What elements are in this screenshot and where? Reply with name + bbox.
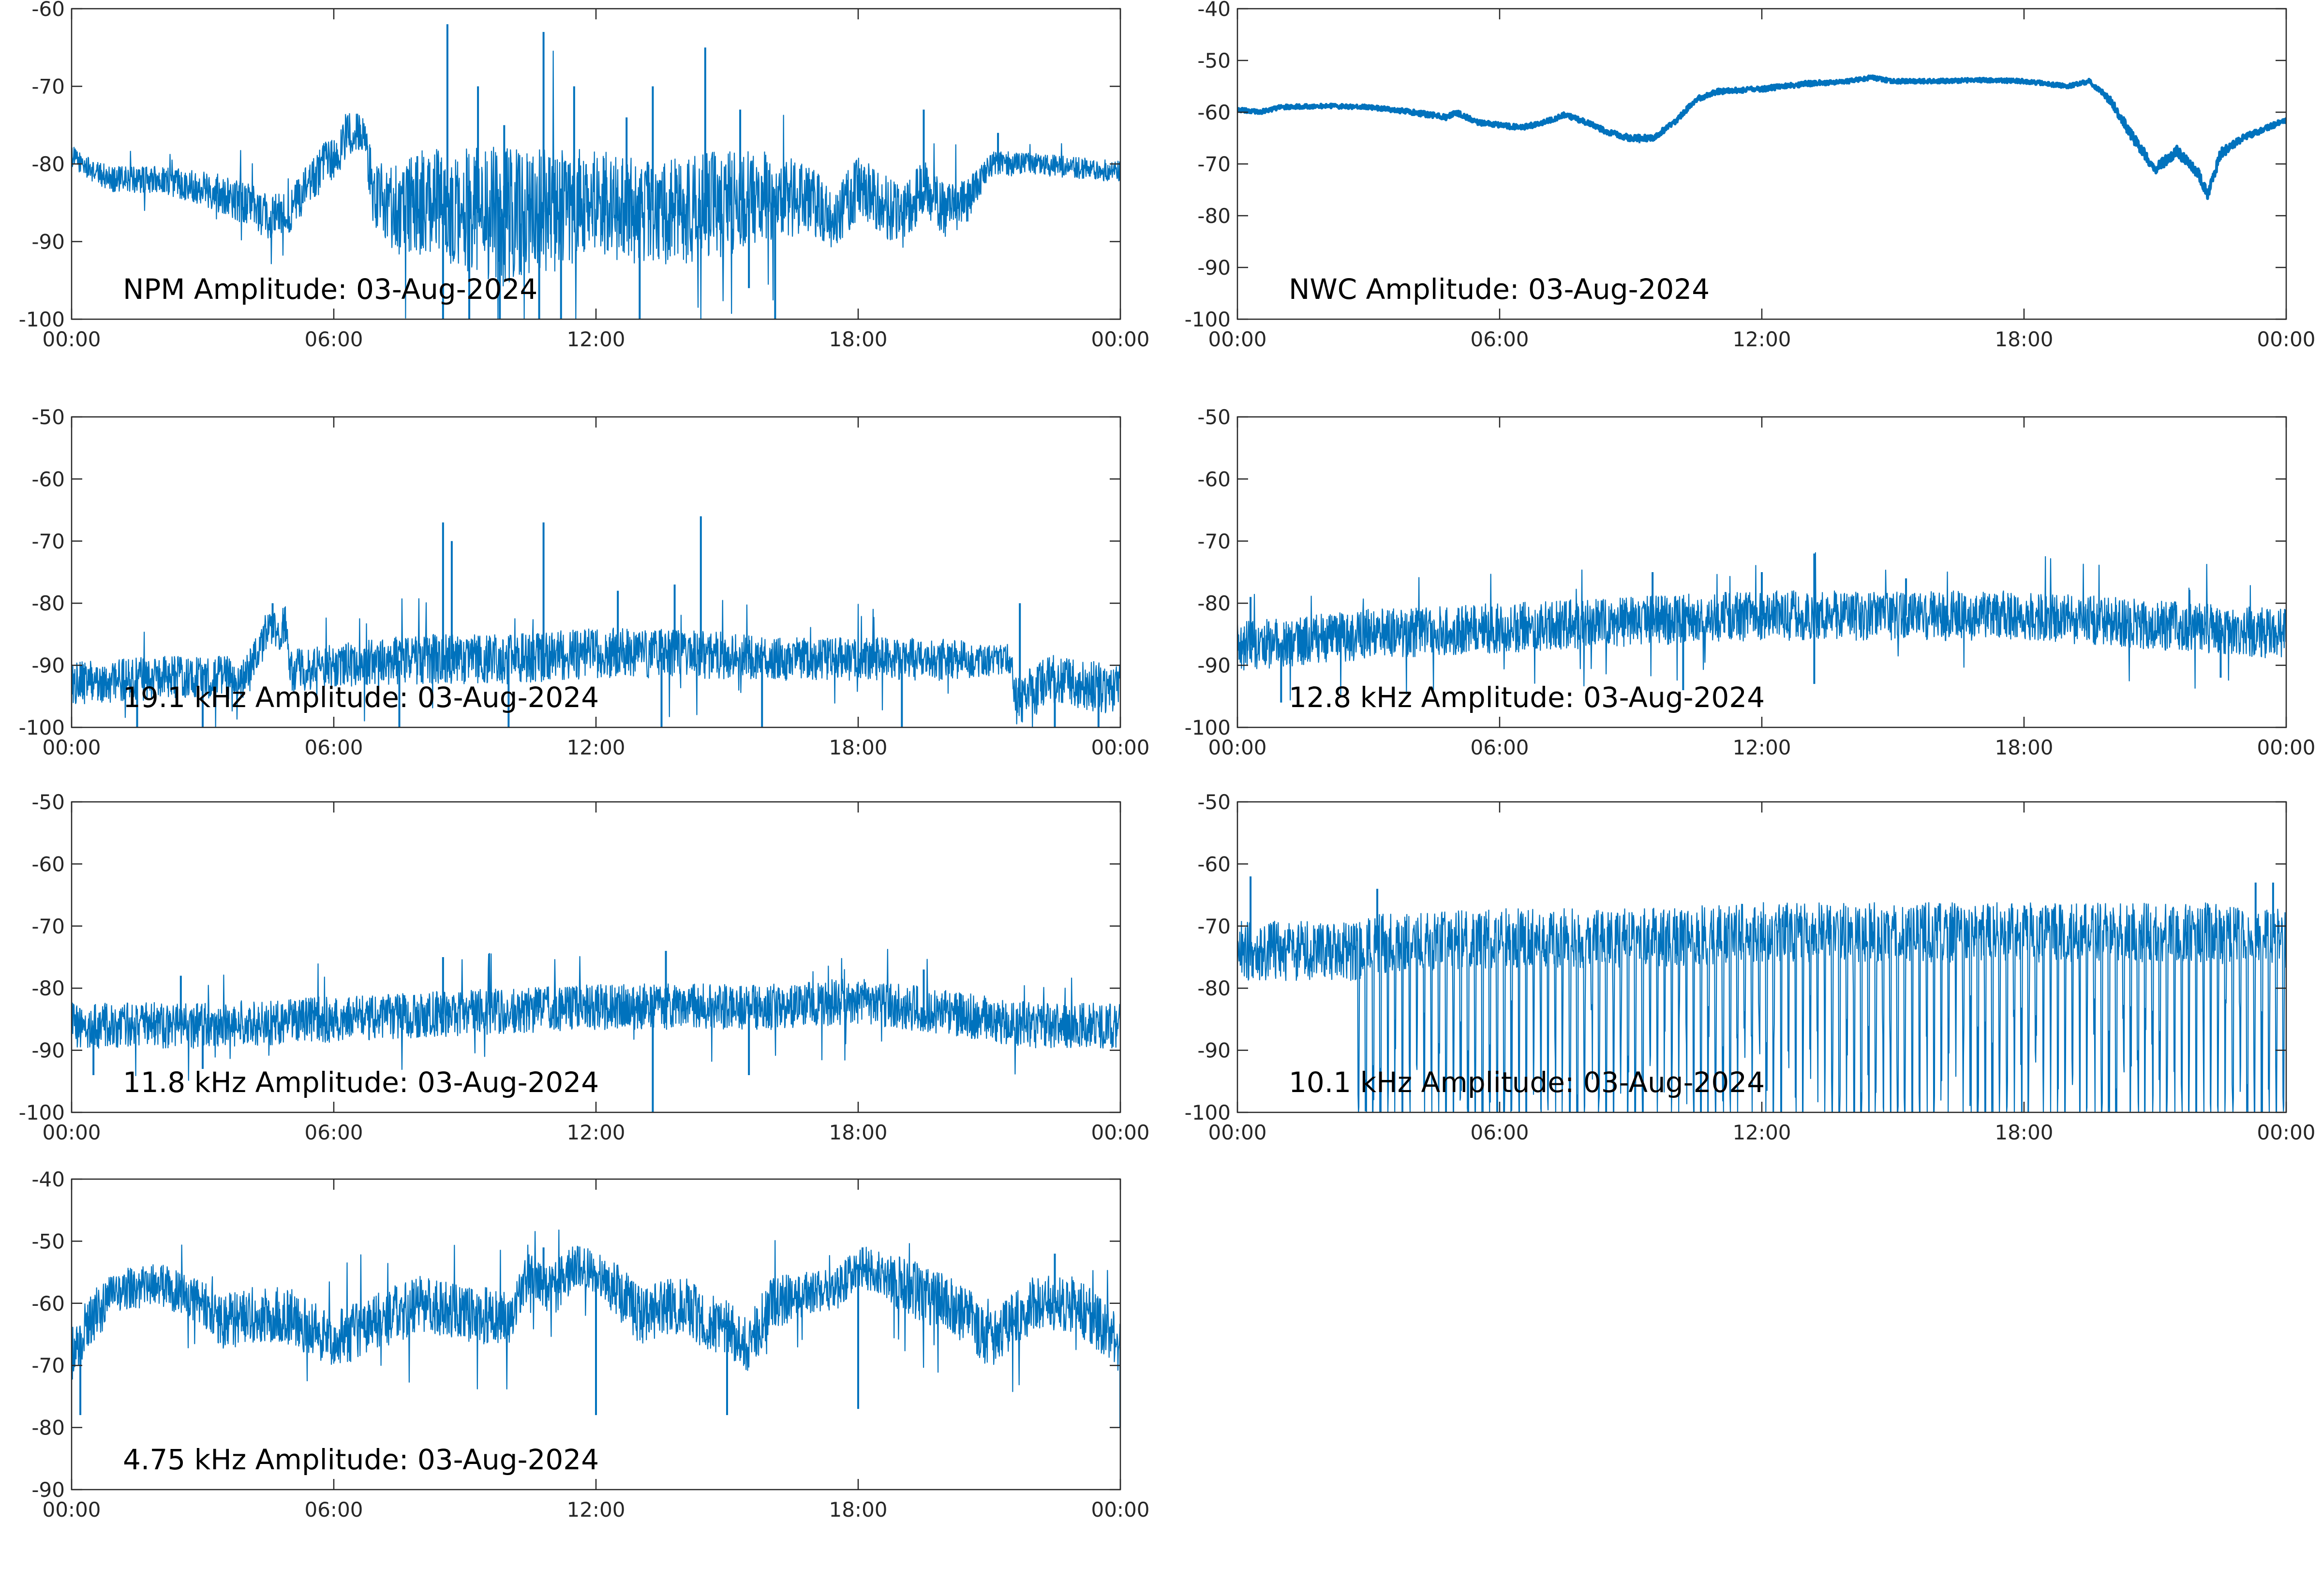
x-tick-label: 18:00 bbox=[829, 1121, 887, 1144]
y-tick-label: -90 bbox=[1197, 654, 1231, 678]
y-tick-label: -100 bbox=[19, 1101, 65, 1124]
chart-title: NPM Amplitude: 03-Aug-2024 bbox=[123, 273, 537, 306]
y-tick-label: -50 bbox=[1197, 790, 1231, 814]
x-tick-label: 06:00 bbox=[304, 1498, 363, 1522]
y-tick-label: -60 bbox=[31, 1292, 65, 1315]
y-tick-label: -50 bbox=[1197, 49, 1231, 73]
x-tick-label: 00:00 bbox=[2257, 1121, 2315, 1144]
chart-panel-3: 00:00 06:00 12:00 18:00 00:00 -50 -60 -70 -80 -90… bbox=[19, 405, 1150, 759]
x-tick-label: 00:00 bbox=[1208, 1121, 1266, 1144]
x-tick-label: 18:00 bbox=[829, 736, 887, 759]
y-tick-label: -50 bbox=[31, 405, 65, 429]
x-tick-label: 12:00 bbox=[1732, 736, 1791, 759]
data-line bbox=[1237, 74, 2286, 200]
y-tick-label: -60 bbox=[31, 0, 65, 21]
chart-title: 10.1 kHz Amplitude: 03-Aug-2024 bbox=[1289, 1066, 1765, 1099]
data-line bbox=[72, 598, 1120, 727]
x-tick-label: 00:00 bbox=[42, 736, 101, 759]
chart-panel-6: 00:00 06:00 12:00 18:00 00:00 -50 -60 -70 -80 -90… bbox=[1185, 790, 2316, 1144]
chart-title: 11.8 kHz Amplitude: 03-Aug-2024 bbox=[123, 1066, 599, 1099]
y-tick-label: -80 bbox=[1197, 204, 1231, 228]
x-tick-label: 12:00 bbox=[566, 327, 625, 351]
y-tick-label: -100 bbox=[19, 308, 65, 331]
data-line bbox=[72, 50, 1120, 319]
y-tick-label: -90 bbox=[1197, 1039, 1231, 1063]
x-tick-label: 06:00 bbox=[304, 1121, 363, 1144]
y-tick-label: -40 bbox=[31, 1167, 65, 1191]
y-tick-label: -90 bbox=[31, 654, 65, 678]
x-tick-label: 00:00 bbox=[1091, 1498, 1149, 1522]
x-tick-label: 06:00 bbox=[1470, 736, 1529, 759]
y-tick-label: -70 bbox=[31, 915, 65, 938]
y-tick-label: -90 bbox=[31, 1039, 65, 1063]
y-tick-label: -40 bbox=[1197, 0, 1231, 21]
x-tick-label: 00:00 bbox=[2257, 327, 2315, 351]
y-tick-label: -80 bbox=[31, 976, 65, 1000]
y-tick-label: -80 bbox=[31, 591, 65, 615]
y-tick-label: -60 bbox=[1197, 467, 1231, 491]
x-tick-label: 12:00 bbox=[1732, 327, 1791, 351]
y-tick-label: -50 bbox=[31, 790, 65, 814]
x-tick-label: 06:00 bbox=[1470, 1121, 1529, 1144]
chart-panel-1: 00:00 06:00 12:00 18:00 00:00 -60 -70 -80 -90 -10… bbox=[19, 0, 1150, 351]
x-tick-label: 12:00 bbox=[566, 1498, 625, 1522]
chart-panel-2: 00:00 06:00 12:00 18:00 00:00 -40 -50 -60 -70 -80… bbox=[1185, 0, 2316, 351]
data-line bbox=[72, 948, 1120, 1081]
y-tick-label: -60 bbox=[31, 467, 65, 491]
x-tick-label: 00:00 bbox=[42, 327, 101, 351]
y-tick-label: -100 bbox=[1185, 716, 1231, 739]
y-tick-label: -90 bbox=[31, 230, 65, 254]
chart-panel-5: 00:00 06:00 12:00 18:00 00:00 -50 -60 -70 -80 -90… bbox=[19, 790, 1150, 1144]
y-tick-label: -100 bbox=[19, 716, 65, 739]
chart-panel-7: 00:00 06:00 12:00 18:00 00:00 -40 -50 -60 -70 -80… bbox=[31, 1167, 1149, 1522]
y-tick-label: -80 bbox=[1197, 976, 1231, 1000]
chart-title: 12.8 kHz Amplitude: 03-Aug-2024 bbox=[1289, 681, 1765, 714]
y-tick-label: -50 bbox=[31, 1229, 65, 1253]
x-tick-label: 00:00 bbox=[1091, 736, 1149, 759]
x-tick-label: 06:00 bbox=[1470, 327, 1529, 351]
x-tick-label: 00:00 bbox=[1208, 736, 1266, 759]
data-line bbox=[1237, 902, 2286, 1112]
x-tick-label: 00:00 bbox=[1091, 1121, 1149, 1144]
y-tick-label: -70 bbox=[1197, 530, 1231, 553]
x-tick-label: 12:00 bbox=[566, 1121, 625, 1144]
x-tick-label: 00:00 bbox=[2257, 736, 2315, 759]
y-tick-label: -60 bbox=[31, 852, 65, 876]
y-tick-label: -60 bbox=[1197, 101, 1231, 124]
y-tick-label: -70 bbox=[1197, 152, 1231, 176]
chart-panel-4: 00:00 06:00 12:00 18:00 00:00 -50 -60 -70 -80 -90… bbox=[1185, 405, 2316, 759]
chart-title: 19.1 kHz Amplitude: 03-Aug-2024 bbox=[123, 681, 599, 714]
x-tick-label: 00:00 bbox=[42, 1498, 101, 1522]
x-tick-label: 00:00 bbox=[42, 1121, 101, 1144]
x-tick-label: 12:00 bbox=[1732, 1121, 1791, 1144]
data-line bbox=[1237, 552, 2286, 701]
chart-title: NWC Amplitude: 03-Aug-2024 bbox=[1289, 273, 1710, 306]
y-tick-label: -80 bbox=[1197, 591, 1231, 615]
x-tick-label: 18:00 bbox=[1995, 736, 2053, 759]
x-tick-label: 00:00 bbox=[1208, 327, 1266, 351]
y-tick-label: -90 bbox=[1197, 256, 1231, 280]
x-tick-label: 18:00 bbox=[1995, 1121, 2053, 1144]
y-tick-label: -70 bbox=[31, 1354, 65, 1377]
x-tick-label: 06:00 bbox=[304, 736, 363, 759]
y-tick-label: -50 bbox=[1197, 405, 1231, 429]
y-tick-label: -70 bbox=[1197, 915, 1231, 938]
x-tick-label: 18:00 bbox=[1995, 327, 2053, 351]
y-tick-label: -70 bbox=[31, 530, 65, 553]
x-tick-label: 18:00 bbox=[829, 1498, 887, 1522]
x-tick-label: 18:00 bbox=[829, 327, 887, 351]
chart-title: 4.75 kHz Amplitude: 03-Aug-2024 bbox=[123, 1443, 599, 1476]
y-tick-label: -80 bbox=[31, 152, 65, 176]
y-tick-label: -90 bbox=[31, 1478, 65, 1502]
x-tick-label: 00:00 bbox=[1091, 327, 1149, 351]
y-tick-label: -60 bbox=[1197, 852, 1231, 876]
y-tick-label: -70 bbox=[31, 75, 65, 99]
y-tick-label: -100 bbox=[1185, 308, 1231, 331]
y-tick-label: -100 bbox=[1185, 1101, 1231, 1124]
y-tick-label: -80 bbox=[31, 1416, 65, 1440]
x-tick-label: 06:00 bbox=[304, 327, 363, 351]
x-tick-label: 12:00 bbox=[566, 736, 625, 759]
